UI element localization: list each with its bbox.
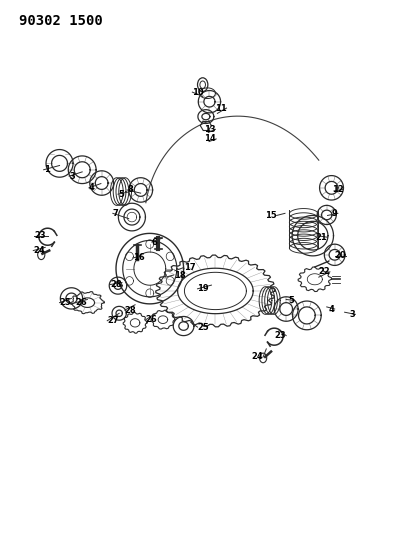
- Text: 21: 21: [316, 233, 328, 242]
- Text: 4: 4: [329, 304, 335, 313]
- Text: 23: 23: [34, 231, 46, 240]
- Text: 7: 7: [113, 209, 119, 218]
- Text: 18: 18: [174, 271, 185, 279]
- Text: 24: 24: [251, 352, 263, 361]
- Text: 17: 17: [184, 263, 195, 272]
- Text: 5: 5: [118, 190, 124, 199]
- Text: 90302 1500: 90302 1500: [19, 14, 102, 28]
- Text: 9: 9: [332, 209, 338, 218]
- Text: 5: 5: [288, 296, 294, 305]
- Text: 15: 15: [265, 211, 277, 220]
- Text: 27: 27: [107, 316, 119, 325]
- Text: 22: 22: [318, 268, 330, 276]
- Text: 28: 28: [125, 305, 136, 314]
- Text: 23: 23: [275, 331, 286, 340]
- Text: 14: 14: [204, 134, 216, 143]
- Text: 19: 19: [198, 284, 209, 293]
- Text: 12: 12: [332, 185, 344, 194]
- Text: 26: 26: [75, 298, 87, 307]
- Text: 11: 11: [215, 103, 227, 112]
- Text: 8: 8: [127, 185, 133, 195]
- Text: 26: 26: [146, 315, 158, 324]
- Text: 25: 25: [59, 298, 71, 307]
- Text: 24: 24: [33, 246, 45, 255]
- Text: 10: 10: [192, 87, 204, 96]
- Text: 20: 20: [334, 252, 346, 260]
- Text: 25: 25: [198, 322, 209, 332]
- Text: 16: 16: [133, 254, 144, 262]
- Text: 6: 6: [152, 238, 158, 247]
- Text: 13: 13: [204, 125, 215, 134]
- Text: 28: 28: [110, 280, 122, 289]
- Text: 4: 4: [89, 183, 95, 192]
- Text: 1: 1: [43, 165, 49, 174]
- Text: 3: 3: [69, 172, 75, 181]
- Text: 3: 3: [350, 310, 356, 319]
